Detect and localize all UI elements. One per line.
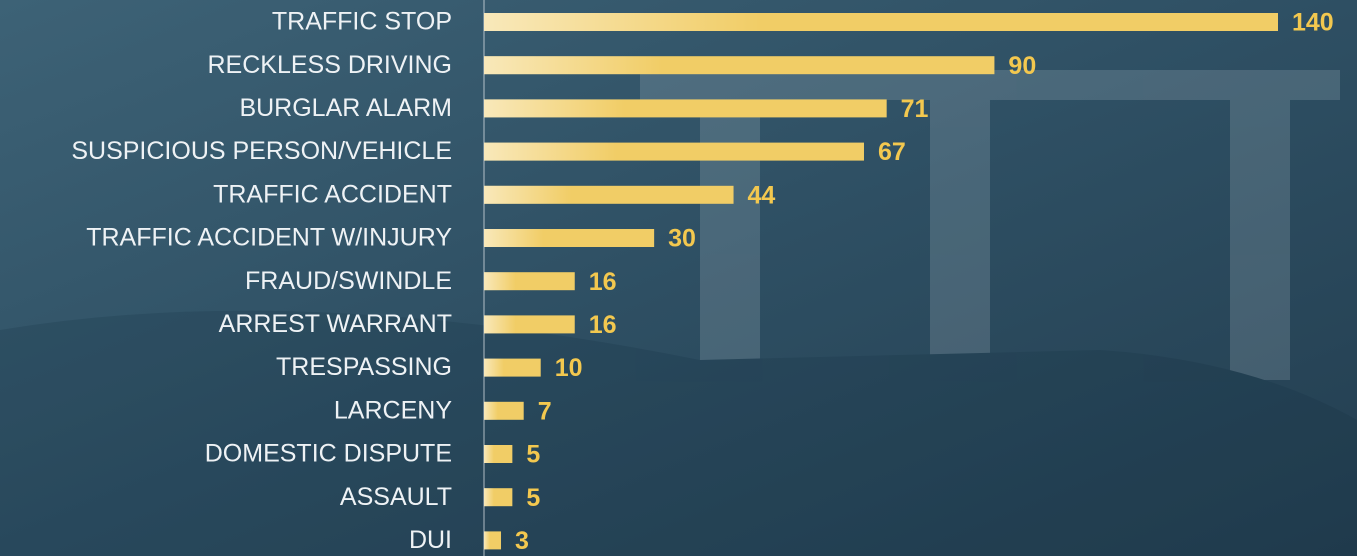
value-label: 44 [748, 181, 776, 209]
bar-highlight [484, 359, 541, 377]
value-label: 140 [1292, 9, 1334, 37]
value-label: 5 [526, 484, 540, 512]
chart: TRAFFIC STOP 140 RECKLESS DRIVING 90 BURGLAR… [0, 0, 1357, 556]
bar-highlight [484, 99, 887, 117]
bar-highlight [484, 56, 994, 74]
category-label: TRESPASSING [276, 353, 452, 381]
value-label: 3 [515, 527, 529, 555]
category-label: FRAUD/SWINDLE [245, 267, 452, 295]
category-label: LARCENY [334, 396, 452, 424]
category-label: ASSAULT [340, 483, 452, 511]
bar-highlight [484, 272, 575, 290]
bar-highlight [484, 445, 512, 463]
category-label: RECKLESS DRIVING [207, 51, 452, 79]
category-label: BURGLAR ALARM [239, 94, 452, 122]
category-label: ARREST WARRANT [219, 310, 452, 338]
bar-highlight [484, 315, 575, 333]
value-label: 5 [526, 441, 540, 469]
bar-highlight [484, 229, 654, 247]
value-label: 7 [538, 397, 552, 425]
category-label: DOMESTIC DISPUTE [205, 440, 452, 468]
value-label: 16 [589, 311, 617, 339]
bar-highlight [484, 531, 501, 549]
value-label: 90 [1008, 52, 1036, 80]
value-label: 16 [589, 268, 617, 296]
category-label: SUSPICIOUS PERSON/VEHICLE [71, 137, 452, 165]
value-label: 67 [878, 138, 906, 166]
category-label: DUI [409, 526, 452, 554]
value-label: 10 [555, 354, 583, 382]
bar-highlight [484, 143, 864, 161]
bar-highlight [484, 13, 1278, 31]
bar-highlight [484, 488, 512, 506]
page: {"chart_data": {"type": "bar", "orientat… [0, 0, 1357, 556]
category-label: TRAFFIC ACCIDENT [213, 180, 452, 208]
value-label: 71 [901, 95, 929, 123]
value-label: 30 [668, 225, 696, 253]
bar-highlight [484, 186, 734, 204]
category-label: TRAFFIC ACCIDENT W/INJURY [86, 224, 452, 252]
bar-highlight [484, 402, 524, 420]
category-label: TRAFFIC STOP [272, 8, 452, 36]
